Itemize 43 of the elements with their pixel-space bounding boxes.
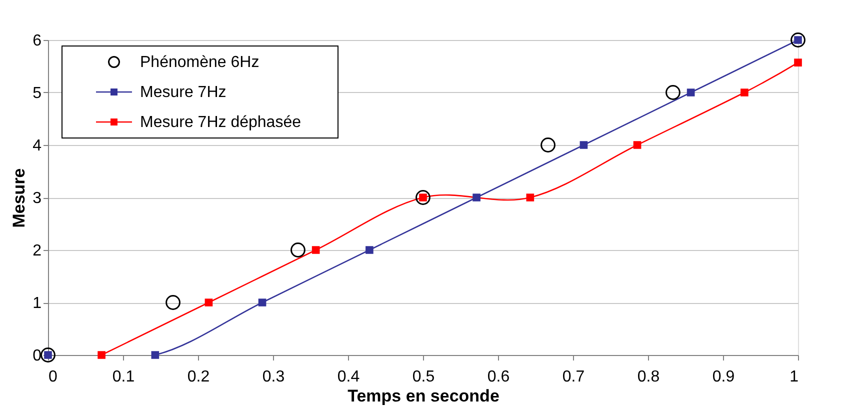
y-tick-label: 4 [32, 138, 42, 154]
point [151, 351, 160, 359]
x-tick-label: 0.9 [712, 368, 735, 386]
y-tick-label: 3 [32, 190, 42, 207]
legend-label: Mesure 7Hz [140, 84, 226, 101]
x-axis-title: Temps en seconde [348, 386, 500, 406]
point [740, 88, 748, 96]
x-tick-label: 0.7 [562, 368, 585, 386]
legend-label: Phénomène 6Hz [140, 54, 260, 71]
x-tick-label: 0.2 [187, 368, 210, 386]
point [790, 32, 806, 48]
point [580, 141, 588, 149]
point [166, 295, 180, 310]
point [366, 246, 374, 254]
point [633, 141, 642, 149]
x-tick-label: 1 [790, 368, 799, 386]
point [526, 194, 534, 202]
x-tick-label: 0.3 [262, 368, 285, 386]
y-tick-label: 5 [32, 85, 42, 102]
point [258, 298, 266, 306]
x-tick-label: 0 [48, 368, 58, 386]
x-tick-label: 0.4 [337, 368, 360, 386]
point [290, 242, 306, 258]
point [540, 138, 556, 152]
point [98, 351, 106, 359]
point [416, 190, 430, 205]
point [472, 194, 480, 202]
point [666, 85, 680, 100]
y-tick-label: 0 [32, 348, 42, 364]
y-axis-title: Mesure [10, 168, 29, 228]
x-tick-label: 0.8 [637, 368, 660, 386]
point [204, 298, 213, 306]
y-tick-label: 1 [32, 295, 42, 312]
x-tick-label: 0.1 [112, 368, 135, 386]
point [686, 88, 695, 96]
x-tick-label: 0.6 [487, 368, 510, 386]
y-tick-label: 6 [32, 32, 42, 50]
point [312, 246, 320, 254]
y-tick-label: 2 [32, 242, 42, 260]
legend-label: Mesure 7Hz déphasée [140, 114, 302, 131]
point [794, 58, 802, 66]
x-tick-label: 0.5 [412, 368, 435, 386]
point [40, 348, 56, 362]
